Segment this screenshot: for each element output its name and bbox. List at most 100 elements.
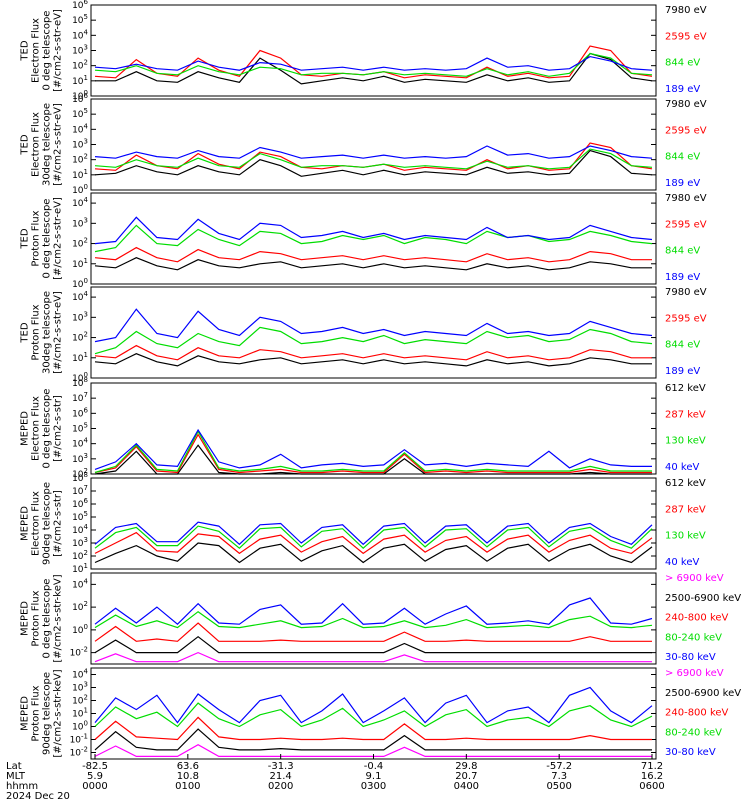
series-line-3 <box>94 430 652 474</box>
series-line-1 <box>94 444 652 475</box>
series-line-5 <box>94 686 653 724</box>
y-tick-label: 106 <box>72 406 88 419</box>
legend-entry: 40 keV <box>665 462 699 473</box>
y-axis-label: MEPED Proton Flux 90deg telescope [#/cm2-s-… <box>20 669 64 757</box>
y-tick-label: 107 <box>72 484 88 497</box>
lat-tick-label: -0.4 <box>364 761 384 772</box>
y-axis-label-line: 30deg telescope <box>42 291 53 374</box>
mlt-tick-label: 21.4 <box>270 771 292 782</box>
y-tick-label: 102 <box>72 694 88 707</box>
y-axis-label-line: 0 deg telescope <box>42 11 53 91</box>
y-tick-label: 103 <box>72 681 88 694</box>
legend-entry: 189 eV <box>665 84 700 95</box>
y-tick-label: 100 <box>72 720 88 733</box>
plot-frame <box>90 477 657 570</box>
y-axis-label-line: TED <box>20 228 31 249</box>
y-axis-label-line: [#/cm2-s-str-keV] <box>53 669 64 757</box>
bottom-row-label-date: 2024 Dec 20 <box>6 791 70 800</box>
legend-entry: 2595 eV <box>665 219 707 230</box>
legend-entry: > 6900 keV <box>665 668 724 679</box>
y-tick-label: 10-2 <box>70 646 88 659</box>
y-axis-label-line: Electron Flux <box>31 112 42 177</box>
mlt-tick-label: 7.3 <box>551 771 567 782</box>
y-tick-label: 106 <box>72 0 88 11</box>
y-axis-label-line: 0 deg telescope <box>42 389 53 469</box>
legend-entry: 189 eV <box>665 178 700 189</box>
y-axis-label: TED Electron Flux 0 deg telescope [#/cm2-s-… <box>20 9 64 92</box>
y-tick-label: 103 <box>72 138 88 151</box>
hhmm-tick-label: 0300 <box>361 781 386 792</box>
panel-7: 10-2 100 102 104 MEPED Proton Flux 0 deg teles… <box>20 572 741 665</box>
series-line-3 <box>94 224 653 253</box>
legend-entry: 30-80 keV <box>665 747 716 758</box>
y-axis-label-line: MEPED <box>20 411 31 446</box>
y-tick-label: 104 <box>72 290 88 303</box>
y-tick-label: 105 <box>72 422 88 435</box>
y-tick-label: 103 <box>72 310 88 323</box>
legend-entry: 844 eV <box>665 152 700 163</box>
y-tick-label: 103 <box>72 44 88 57</box>
series-line-1 <box>95 52 653 85</box>
lat-tick-label: 63.6 <box>177 761 199 772</box>
legend-entry: 130 keV <box>665 531 706 542</box>
y-tick-label: 107 <box>72 391 88 404</box>
legend-entry: 7980 eV <box>665 5 707 16</box>
y-tick-label: 104 <box>72 577 88 590</box>
plot-frame <box>90 98 657 191</box>
y-axis-label-line: [#/cm2-s-str] <box>53 395 64 462</box>
series-line-4 <box>94 428 652 470</box>
y-tick-label: 102 <box>72 153 88 166</box>
panel-4: 100 101 102 103 104 TED Proton Flux 30deg teles… <box>20 286 707 384</box>
plot-frame <box>90 667 657 760</box>
series-line-4 <box>94 55 653 71</box>
y-axis-label-line: Electron Flux <box>31 18 42 83</box>
legend-entry: 2595 eV <box>665 313 707 324</box>
legend-entry: 7980 eV <box>665 287 707 298</box>
y-tick-label: 102 <box>72 467 88 480</box>
lat-tick-label: 29.8 <box>455 761 477 772</box>
panel-5: 102 103 104 105 106 107 108 MEPED Electron Flux 0… <box>20 376 706 480</box>
y-tick-label: 108 <box>72 376 88 389</box>
legend-entry: 130 keV <box>665 436 706 447</box>
y-tick-label: 102 <box>72 59 88 72</box>
y-tick-label: 101 <box>72 168 88 181</box>
series-line-1 <box>94 149 653 177</box>
hhmm-tick-label: 0500 <box>546 781 571 792</box>
hhmm-tick-label: 0400 <box>454 781 479 792</box>
series-line-3 <box>94 148 653 170</box>
y-tick-label: 106 <box>72 497 88 510</box>
legend-entry: 844 eV <box>665 246 700 257</box>
y-tick-label: 102 <box>72 331 88 344</box>
hhmm-tick-label: 0100 <box>175 781 200 792</box>
series-line-4 <box>94 308 653 343</box>
y-tick-label: 101 <box>72 562 88 575</box>
series-line-2 <box>94 344 652 361</box>
series-line-2 <box>94 635 652 654</box>
bottom-row-label-hhmm: hhmm <box>6 781 38 792</box>
bottom-row-label-lat: Lat <box>6 761 22 772</box>
series-line-4 <box>94 145 653 159</box>
series-line-4 <box>94 216 653 245</box>
legend-entry: 2500-6900 keV <box>665 593 741 604</box>
plot-frame <box>90 572 657 665</box>
legend-entry: 612 keV <box>665 478 706 489</box>
mlt-tick-label: 9.1 <box>366 771 382 782</box>
y-axis-label-line: MEPED <box>20 601 31 636</box>
legend-entry: 7980 eV <box>665 193 707 204</box>
mlt-tick-label: 10.8 <box>177 771 199 782</box>
y-tick-label: 100 <box>72 623 88 636</box>
y-tick-label: 10-1 <box>70 733 88 746</box>
y-axis-label-line: TED <box>20 322 31 343</box>
legend-entry: 287 keV <box>665 504 706 515</box>
series-line-2 <box>94 246 652 263</box>
y-tick-label: 100 <box>72 371 88 384</box>
legend-entry: 612 keV <box>665 383 706 394</box>
y-axis-label-line: MEPED <box>20 696 31 731</box>
y-axis-label-line: 30deg telescope <box>42 103 53 186</box>
hhmm-tick-label: 0600 <box>639 781 664 792</box>
hhmm-tick-label: 0200 <box>268 781 293 792</box>
legend-entry: 2595 eV <box>665 125 707 136</box>
